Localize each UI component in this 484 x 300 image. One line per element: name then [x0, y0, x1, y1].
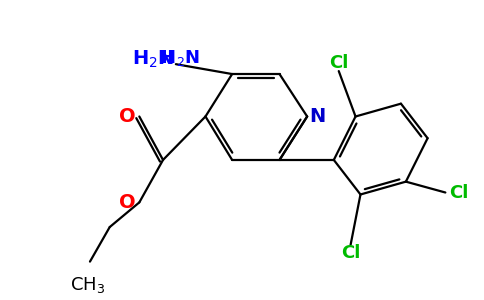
Text: $_2$N: $_2$N: [176, 48, 200, 68]
Text: H: H: [161, 49, 176, 67]
Text: O: O: [119, 107, 136, 126]
Text: N: N: [309, 107, 325, 126]
Text: Cl: Cl: [450, 184, 469, 202]
Text: CH$_3$: CH$_3$: [70, 275, 106, 296]
Text: H$_2$N: H$_2$N: [132, 49, 174, 70]
Text: Cl: Cl: [341, 244, 360, 262]
Text: Cl: Cl: [329, 54, 348, 72]
Text: O: O: [119, 193, 136, 212]
